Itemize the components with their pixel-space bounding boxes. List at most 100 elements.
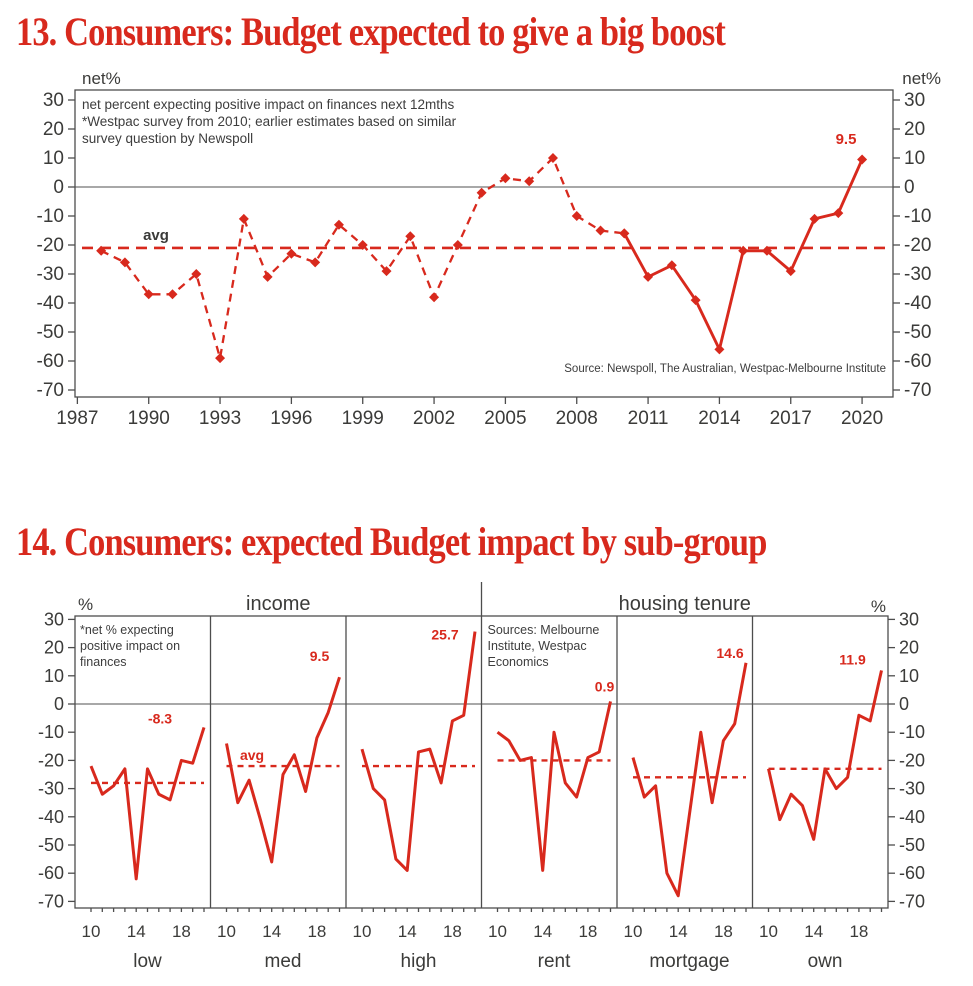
x-axis-tick-label: 18	[849, 922, 868, 941]
chart13-title: 13. Consumers: Budget expected to give a…	[16, 9, 726, 54]
data-point-marker	[476, 187, 487, 198]
y-axis-tick-label: -20	[904, 235, 931, 256]
panel-line-med	[225, 676, 341, 864]
y-axis-tick-label: -30	[38, 779, 64, 799]
y-axis-tick-label: -20	[37, 235, 64, 256]
y-axis-tick-label: -40	[904, 293, 931, 314]
y-axis-unit-label-right: net%	[902, 69, 941, 88]
data-point-marker	[143, 289, 154, 300]
y-axis-tick-label: -60	[899, 863, 925, 883]
y-axis-tick-label: 20	[43, 119, 64, 140]
footnote-line: finances	[80, 655, 127, 669]
data-point-marker	[357, 240, 368, 250]
plot-border	[74, 89, 894, 398]
x-axis-tick-label: 10	[624, 922, 643, 941]
chart14-title: 14. Consumers: expected Budget impact by…	[16, 519, 767, 564]
x-axis-tick-label: 2008	[556, 408, 598, 429]
panel-line-low	[89, 726, 206, 881]
y-axis-tick-label: -70	[38, 891, 64, 911]
data-point-marker	[571, 211, 582, 221]
x-axis-tick-label: 14	[804, 922, 823, 941]
data-point-marker	[833, 208, 844, 219]
y-axis-tick-label: -70	[37, 380, 64, 401]
data-point-marker	[524, 176, 535, 187]
avg-label: avg	[240, 747, 264, 763]
panel-line-high	[360, 631, 477, 872]
y-axis-tick-label: 30	[904, 90, 925, 111]
chart-annotation-line: *Westpac survey from 2010; earlier estim…	[82, 114, 457, 129]
panel-end-value-label: 0.9	[595, 678, 615, 694]
y-axis-tick-label: -50	[899, 835, 925, 855]
y-axis-tick-label: -10	[37, 206, 64, 227]
panel-line-own	[767, 670, 883, 841]
y-axis-tick-label: -40	[38, 807, 64, 827]
data-point-marker	[262, 271, 273, 282]
y-axis-unit-label-left: net%	[82, 69, 121, 88]
y-axis-tick-label: 10	[904, 148, 925, 169]
y-axis-tick-label: -50	[37, 322, 64, 343]
x-axis-tick-label: 14	[398, 922, 417, 941]
y-axis-tick-label: -40	[899, 807, 925, 827]
x-axis-tick-label: 2020	[841, 408, 883, 429]
y-axis-tick-label: -20	[38, 750, 64, 770]
source-note: Source: Newspoll, The Australian, Westpa…	[564, 363, 886, 375]
data-point-marker	[286, 248, 297, 259]
x-axis-tick-label: 18	[172, 922, 191, 941]
panel-line-mortgage	[631, 662, 748, 898]
y-axis-tick-label: 20	[904, 119, 925, 140]
data-point-marker	[215, 353, 226, 364]
y-axis-tick-label: -10	[899, 722, 925, 742]
y-axis-tick-label: 10	[43, 148, 64, 169]
x-axis-tick-label: 1990	[128, 408, 170, 429]
source-note-line: Institute, Westpac	[488, 639, 587, 653]
group-header-housing-tenure: housing tenure	[619, 593, 751, 615]
x-axis-tick-label: 2002	[413, 408, 455, 429]
y-axis-tick-label: 10	[899, 666, 919, 686]
x-axis-tick-label: 2005	[484, 408, 526, 429]
y-axis-tick-label: -10	[38, 722, 64, 742]
panel-caption-own: own	[808, 951, 843, 972]
group-header-income: income	[246, 593, 310, 615]
data-point-marker	[666, 260, 677, 271]
data-point-marker	[310, 257, 321, 268]
chart-annotation-line: net percent expecting positive impact on…	[82, 97, 454, 112]
x-axis-tick-label: 2014	[698, 408, 741, 429]
x-axis-tick-label: 18	[307, 922, 326, 941]
panel-caption-low: low	[133, 951, 162, 972]
panel-line-rent	[496, 701, 612, 872]
y-axis-tick-label: -30	[904, 264, 931, 285]
avg-label: avg	[143, 227, 169, 244]
data-point-marker	[547, 153, 558, 163]
y-axis-tick-label: 20	[44, 638, 64, 658]
y-axis-tick-label: 30	[44, 609, 64, 629]
data-point-marker	[333, 219, 344, 230]
y-axis-unit-label-right: %	[871, 597, 886, 616]
data-point-marker	[191, 269, 202, 279]
y-axis-tick-label: 0	[53, 177, 64, 198]
x-axis-tick-label: 18	[443, 922, 462, 941]
x-axis-tick-label: 2011	[628, 408, 669, 429]
y-axis-tick-label: -70	[904, 380, 931, 401]
y-axis-tick-label: -10	[904, 206, 931, 227]
panel-caption-high: high	[401, 951, 437, 972]
data-point-marker	[452, 240, 463, 250]
x-axis-tick-label: 18	[578, 922, 597, 941]
panel-end-value-label: 11.9	[839, 651, 866, 667]
panel-end-value-label: 25.7	[431, 627, 458, 643]
y-axis-tick-label: 20	[899, 638, 919, 658]
x-axis-tick-label: 2017	[770, 408, 812, 429]
data-point-marker	[643, 271, 654, 282]
data-point-marker	[405, 231, 416, 242]
y-axis-tick-label: -50	[38, 835, 64, 855]
x-axis-tick-label: 10	[353, 922, 372, 941]
y-axis-tick-label: 0	[54, 694, 64, 714]
data-point-marker	[809, 213, 820, 224]
x-axis-tick-label: 1999	[342, 408, 384, 429]
footnote-line: *net % expecting	[80, 623, 174, 637]
y-axis-tick-label: 30	[899, 609, 919, 629]
x-axis-tick-label: 14	[127, 922, 146, 941]
panel-caption-med: med	[265, 951, 302, 972]
y-axis-tick-label: -50	[904, 322, 931, 343]
chart-annotation-line: survey question by Newspoll	[82, 131, 253, 146]
